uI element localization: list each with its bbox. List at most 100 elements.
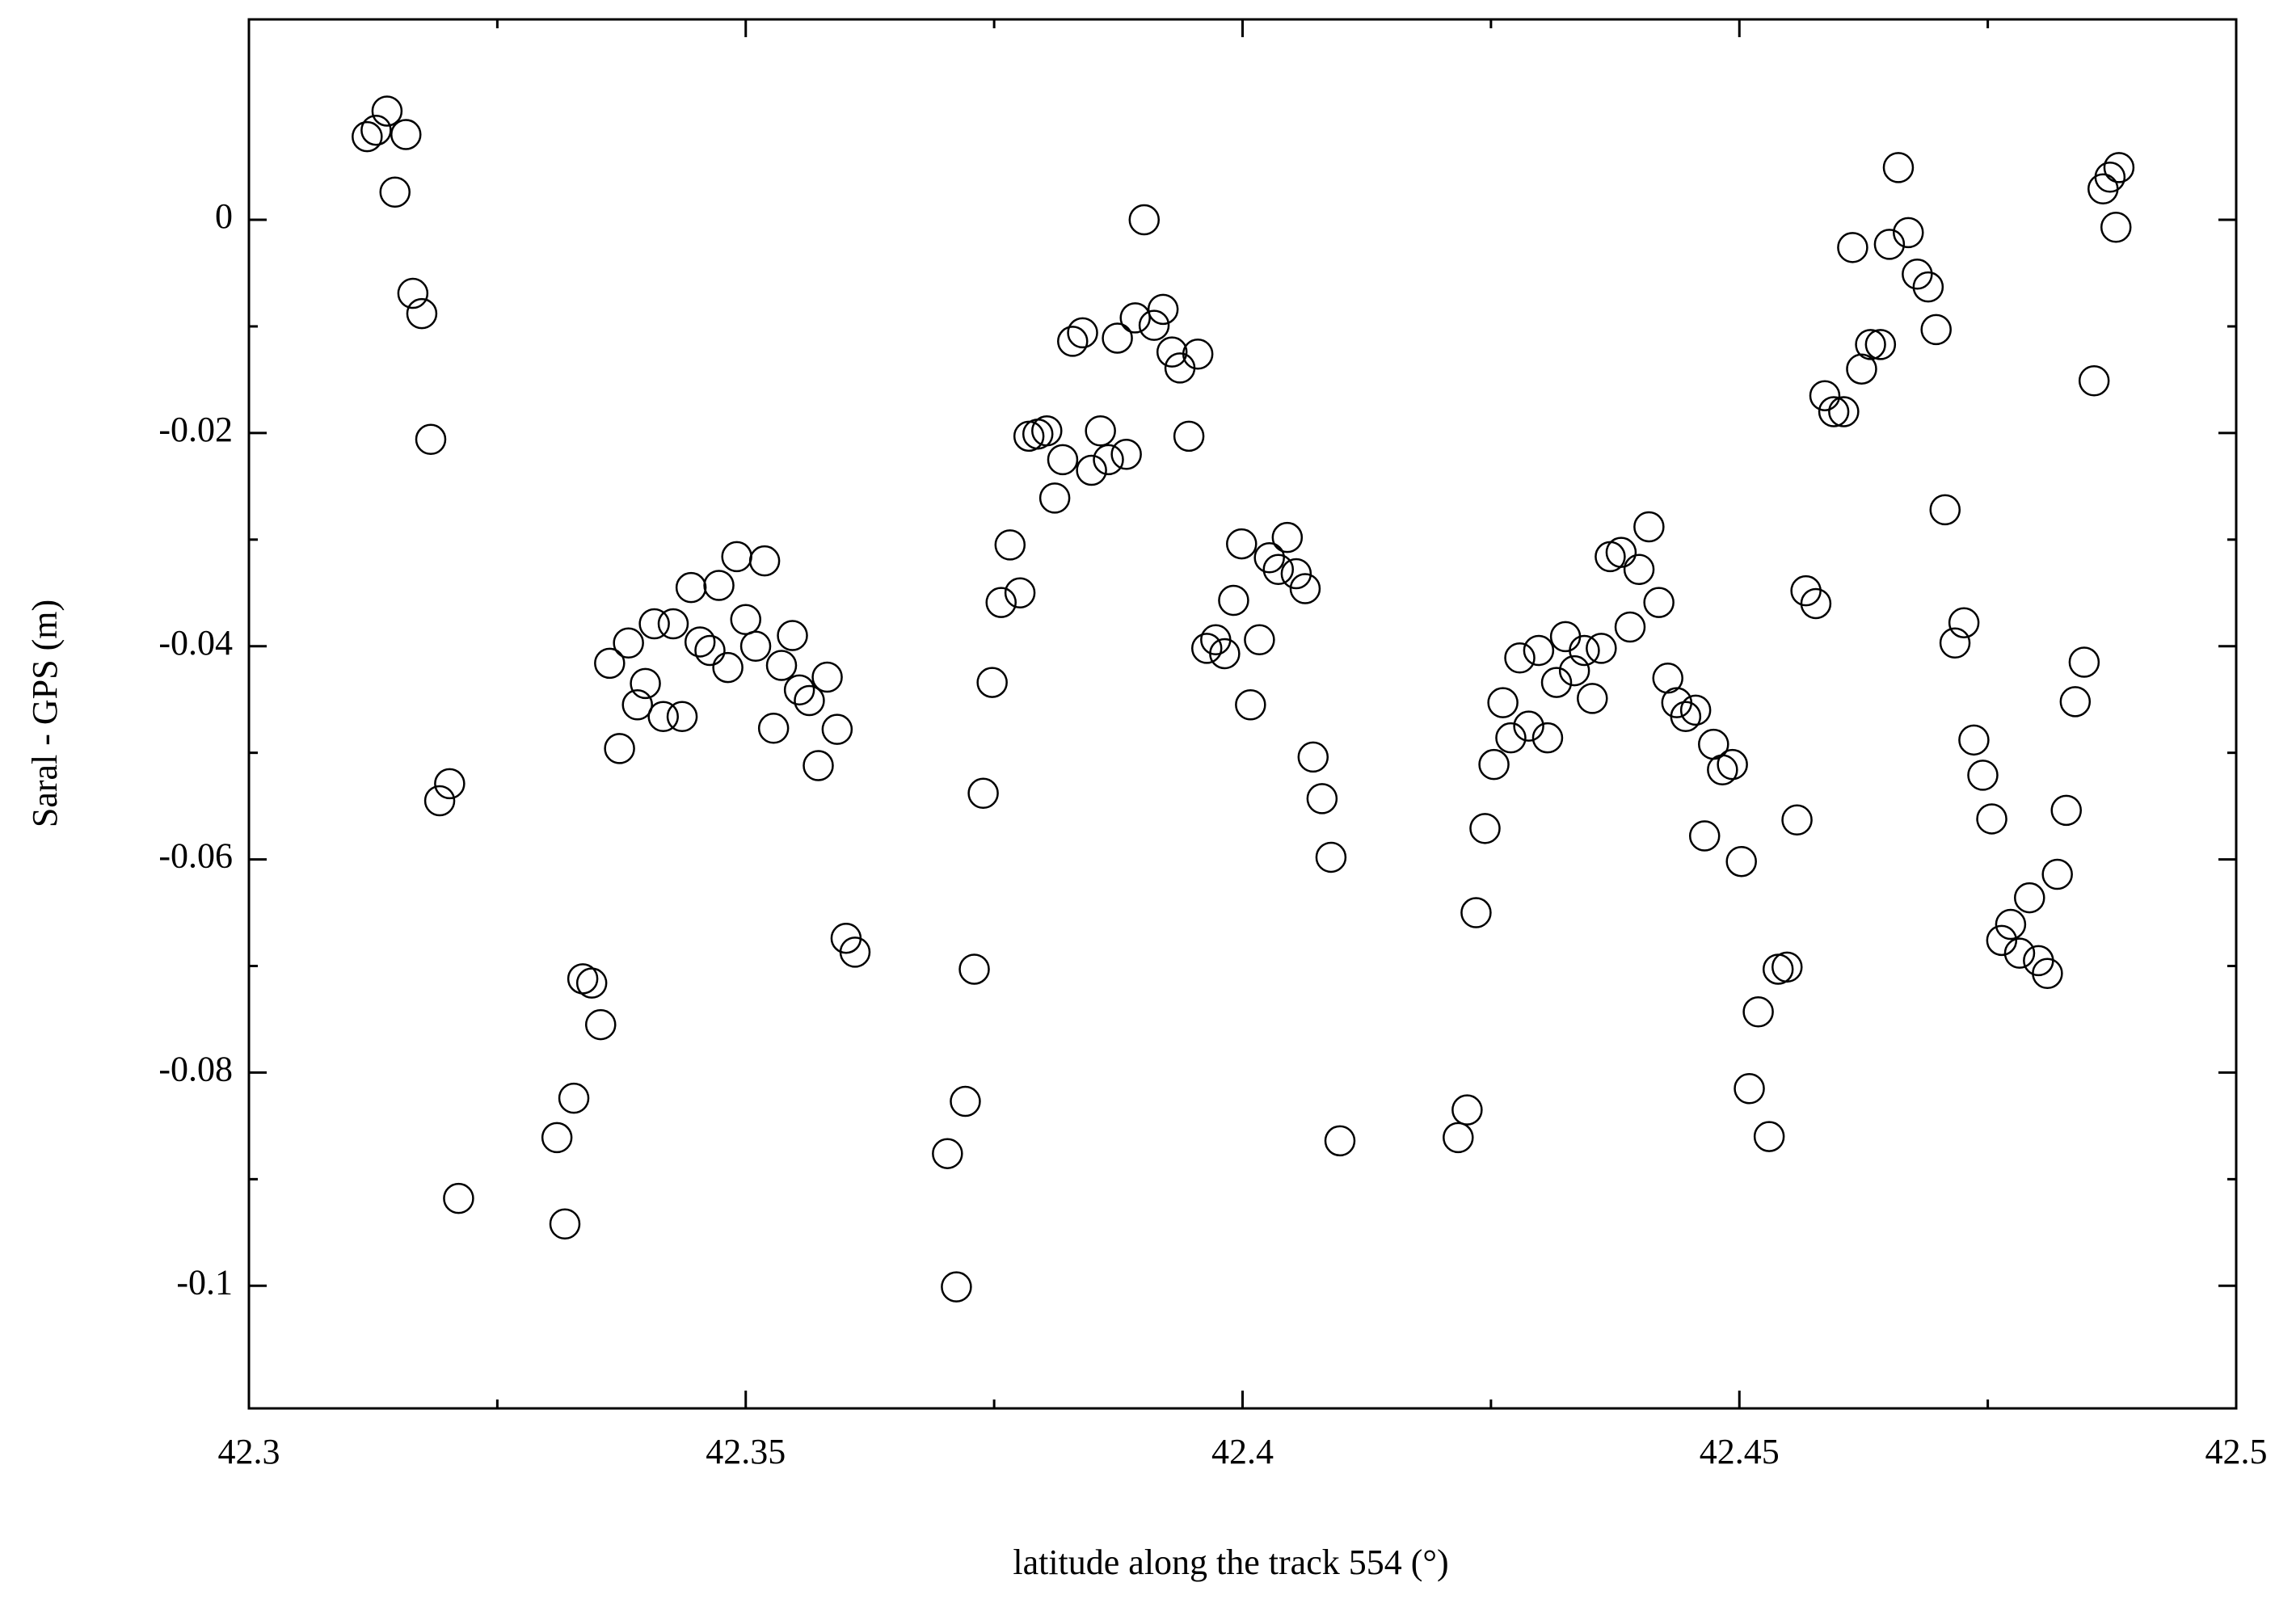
point (821, 713, 853, 745)
point (1569, 634, 1600, 667)
point (765, 650, 798, 681)
point (2041, 858, 2073, 890)
point (783, 674, 815, 706)
point (594, 647, 626, 680)
point (638, 608, 670, 640)
point (739, 630, 772, 662)
point (794, 684, 825, 717)
point (1262, 553, 1295, 585)
x-tick-label: 42.3 (218, 1432, 280, 1471)
point (1190, 633, 1223, 664)
point (1549, 621, 1582, 653)
point (1753, 1121, 1785, 1152)
point (1846, 353, 1877, 385)
point (1093, 444, 1124, 476)
point (976, 667, 1008, 698)
point (1128, 204, 1161, 236)
point (1460, 897, 1492, 928)
point (1119, 302, 1151, 334)
point (1147, 293, 1179, 326)
point (2023, 945, 2054, 977)
point (1623, 553, 1655, 585)
point (1076, 454, 1107, 486)
point (1986, 924, 2018, 957)
x-tick-label: 42.5 (2205, 1432, 2268, 1471)
point (1939, 627, 1971, 659)
point (1725, 845, 1757, 878)
point (415, 423, 447, 456)
point (1487, 687, 1519, 718)
point (2100, 212, 2132, 243)
point (721, 541, 752, 573)
point (1244, 624, 1275, 656)
point (1995, 908, 2027, 941)
y-tick-label: -0.08 (158, 1050, 233, 1089)
point (941, 1271, 972, 1303)
point (1679, 694, 1712, 726)
point (967, 777, 999, 810)
point (1038, 482, 1071, 514)
point (613, 627, 644, 659)
x-axis-label: latitude along the track 554 (°) (1013, 1543, 1448, 1582)
point (1742, 995, 1774, 1028)
point (839, 936, 871, 968)
point (1734, 1072, 1765, 1105)
point (360, 114, 392, 146)
point (1469, 813, 1501, 844)
point (1893, 217, 1924, 249)
point (950, 1085, 981, 1117)
point (657, 608, 689, 640)
point (2014, 882, 2045, 914)
point (694, 634, 726, 667)
point (423, 785, 456, 817)
y-axis-label: Saral - GPS (m) (25, 600, 65, 827)
y-tick-label: -0.02 (158, 410, 233, 449)
point (1912, 271, 1944, 303)
point (1652, 663, 1683, 694)
point (2068, 646, 2100, 678)
point (2078, 364, 2110, 397)
point (1790, 575, 1822, 607)
point (1837, 232, 1868, 263)
point (1873, 229, 1906, 260)
point (1478, 748, 1510, 781)
point (675, 571, 707, 604)
point (803, 750, 834, 781)
x-tick-label: 42.45 (1700, 1432, 1780, 1471)
point (406, 297, 438, 330)
point (1057, 326, 1089, 357)
point (1605, 537, 1637, 568)
point (1306, 783, 1338, 814)
point (2050, 794, 2083, 827)
point (666, 701, 698, 733)
point (1110, 439, 1142, 470)
point (575, 967, 608, 999)
point (390, 119, 422, 150)
point (541, 1122, 573, 1154)
point (994, 529, 1026, 561)
point (2032, 958, 2063, 989)
point (1976, 803, 2007, 835)
point (1967, 760, 1999, 791)
point (748, 545, 781, 577)
point (1633, 511, 1665, 543)
point (621, 689, 653, 721)
point (757, 713, 790, 744)
point (1271, 521, 1304, 553)
point (1809, 380, 1841, 411)
point (1315, 841, 1347, 873)
point (1209, 638, 1241, 670)
point (2003, 937, 2036, 969)
point (1670, 701, 1702, 733)
point (932, 1138, 963, 1169)
point (1586, 633, 1617, 664)
point (2103, 152, 2135, 183)
point (1882, 152, 1915, 183)
point (1531, 722, 1564, 754)
point (1164, 352, 1196, 384)
point (1688, 820, 1721, 852)
point (1855, 329, 1886, 360)
point (1138, 309, 1170, 341)
point (1902, 259, 1933, 290)
point (1504, 642, 1536, 674)
